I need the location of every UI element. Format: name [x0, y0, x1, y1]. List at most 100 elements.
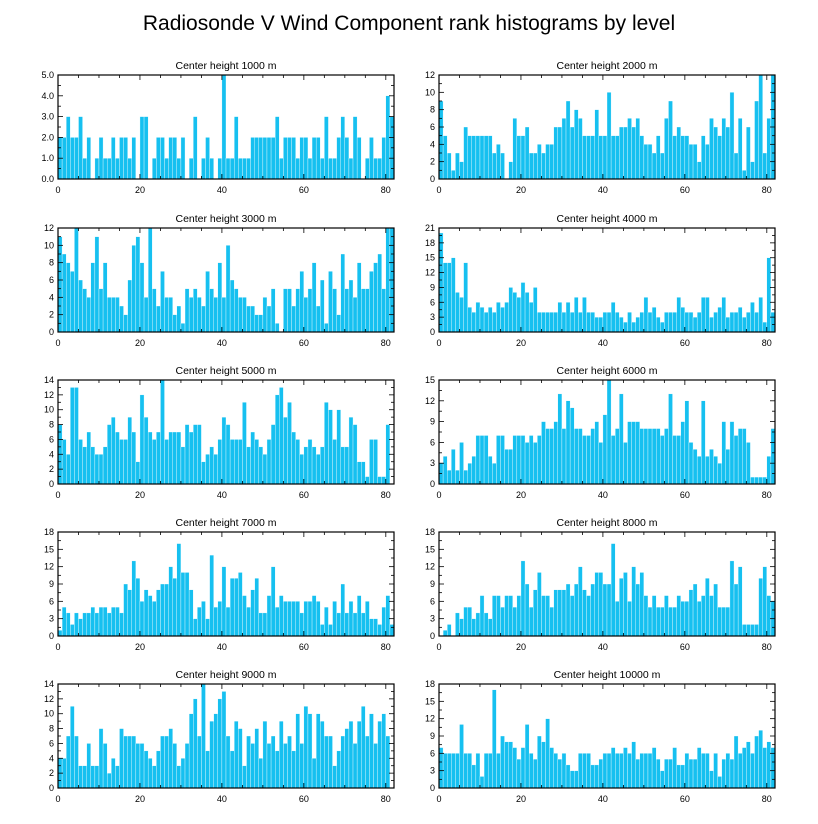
histogram-bar [324, 606, 329, 637]
histogram-bar [578, 428, 583, 485]
histogram-bar [340, 446, 346, 485]
histogram-bar [561, 312, 567, 333]
histogram-bar [643, 428, 649, 485]
histogram-bar [651, 595, 657, 637]
histogram-bar [483, 753, 489, 789]
histogram-bar [242, 158, 247, 180]
histogram-bar [311, 137, 317, 180]
histogram-bar [94, 158, 100, 180]
histogram-bar [487, 753, 493, 789]
y-tick-label: 9 [430, 417, 435, 427]
histogram-bar [582, 753, 587, 789]
histogram-bar [213, 297, 218, 333]
histogram-bar [94, 454, 100, 485]
histogram-bar [250, 137, 255, 180]
histogram-bar [61, 253, 67, 333]
histogram-bar [188, 297, 194, 333]
histogram-bar [164, 297, 169, 333]
histogram-bar [545, 312, 550, 333]
histogram-bar [156, 305, 161, 333]
histogram-bar [340, 253, 346, 333]
histogram-bar [561, 753, 567, 789]
histogram-bar [135, 743, 141, 789]
bar-series [438, 379, 776, 485]
histogram-bar [459, 161, 464, 180]
histogram-bar [332, 158, 337, 180]
histogram-bar [508, 161, 513, 180]
y-tick-label: 3 [430, 458, 435, 468]
histogram-bar [377, 253, 382, 333]
histogram-bar [655, 135, 661, 180]
histogram-bar [86, 612, 91, 637]
histogram-bar [606, 753, 612, 789]
y-tick-label: 12 [425, 396, 435, 406]
histogram-bar [766, 741, 772, 789]
histogram-bar [197, 735, 202, 789]
histogram-bar [139, 743, 145, 789]
histogram-bar [729, 421, 735, 485]
x-tick-label: 0 [436, 338, 441, 348]
histogram-bar [680, 601, 686, 637]
histogram-bar [688, 144, 694, 180]
histogram-bar [594, 421, 599, 485]
histogram-bar [528, 152, 534, 180]
y-tick-label: 18 [425, 527, 435, 537]
histogram-bar [590, 764, 595, 789]
histogram-bar [504, 302, 509, 333]
histogram-bar [262, 137, 268, 180]
histogram-bar [758, 730, 763, 789]
histogram-panel-3: Center height 3000 m 0 20 40 60 80 0 2 4 6 8 10 12 [44, 213, 395, 348]
histogram-bar [549, 144, 554, 180]
histogram-bar [586, 435, 591, 485]
y-tick-label: 6 [49, 738, 54, 748]
histogram-bar [606, 583, 612, 637]
histogram-bar [696, 601, 702, 637]
x-tick-label: 80 [762, 490, 772, 500]
histogram-bar [447, 624, 452, 637]
histogram-bar [647, 606, 653, 637]
y-tick-label: 6 [430, 596, 435, 606]
histogram-bar [266, 137, 272, 180]
histogram-bar [266, 305, 272, 333]
histogram-bar [242, 595, 247, 637]
histogram-bar [160, 583, 165, 637]
histogram-bar [176, 431, 182, 485]
histogram-bar [610, 543, 616, 637]
histogram-bar [557, 589, 563, 637]
histogram-bar [119, 612, 124, 637]
histogram-bar [295, 601, 300, 637]
histogram-bar [164, 158, 169, 180]
histogram-bar [467, 463, 472, 485]
histogram-bar [701, 400, 706, 485]
histogram-bar [533, 589, 538, 637]
histogram-bar [717, 463, 722, 485]
histogram-bar [160, 735, 165, 789]
histogram-bar [82, 612, 87, 637]
histogram-bar [184, 288, 190, 333]
histogram-bar [615, 601, 620, 637]
histogram-bar [328, 409, 333, 485]
bar-series [442, 543, 776, 637]
histogram-bar [713, 312, 718, 333]
x-tick-label: 40 [598, 794, 608, 804]
histogram-bar [643, 144, 649, 180]
histogram-bar [475, 135, 481, 180]
histogram-bar [553, 589, 559, 637]
histogram-bar [201, 461, 206, 485]
histogram-bar [303, 137, 309, 180]
histogram-bar [356, 461, 362, 485]
histogram-bar [184, 743, 190, 789]
histogram-bar [770, 428, 776, 485]
histogram-bar [234, 720, 239, 789]
histogram-bar [553, 312, 559, 333]
histogram-bar [283, 601, 288, 637]
x-tick-label: 40 [217, 642, 227, 652]
histogram-bar [709, 316, 714, 333]
bar-series [438, 689, 776, 789]
histogram-bar [111, 297, 116, 333]
x-tick-label: 80 [762, 642, 772, 652]
histogram-bar [270, 424, 276, 485]
histogram-bar [500, 606, 505, 637]
histogram-bar [188, 589, 194, 637]
y-tick-label: 15 [425, 375, 435, 385]
